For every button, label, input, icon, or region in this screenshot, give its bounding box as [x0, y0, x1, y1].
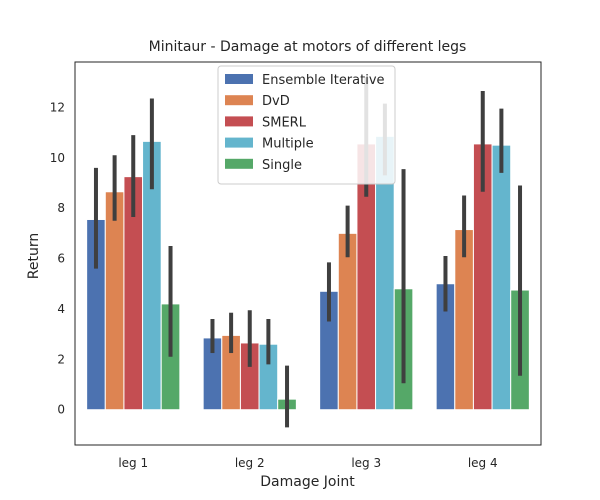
y-tick-label: 2 [57, 352, 65, 366]
bar-dvd-leg-3 [337, 232, 358, 411]
x-tick-label: leg 1 [118, 456, 148, 470]
y-tick-label: 10 [50, 151, 65, 165]
chart-title: Minitaur - Damage at motors of different… [149, 39, 467, 55]
legend-label-multiple: Multiple [262, 137, 314, 152]
legend-swatch-ensemble-iterative [225, 74, 253, 84]
legend-frame [217, 65, 396, 185]
bars-layer [86, 135, 530, 411]
legend: Ensemble Iterative DvD SMERL Multiple Single [217, 65, 396, 185]
x-tick-label: leg 2 [235, 456, 265, 470]
x-axis-label: Damage Joint [260, 474, 355, 490]
plot-area-frame [74, 61, 542, 446]
y-tick-label: 0 [57, 403, 65, 417]
legend-label-single: Single [262, 158, 302, 173]
legend-swatch-multiple [225, 137, 253, 148]
bar-multiple-leg-4 [491, 144, 512, 411]
y-tick-label: 6 [57, 252, 65, 266]
legend-label-smerl: SMERL [262, 115, 307, 130]
legend-swatch-single [225, 158, 253, 169]
legend-label-dvd: DvD [262, 94, 290, 109]
y-tick-label: 4 [57, 302, 65, 316]
y-tick-label: 8 [57, 201, 65, 215]
legend-swatch-dvd [225, 95, 253, 106]
x-tick-label: leg 3 [351, 456, 381, 470]
y-axis-label: Return [26, 233, 42, 279]
y-axis-ticks: 0 2 4 6 8 10 12 [50, 100, 65, 416]
y-tick-label: 12 [50, 100, 65, 114]
bar-dvd-leg-1 [104, 191, 125, 411]
x-axis-ticks: leg 1 leg 2 leg 3 leg 4 [118, 456, 497, 470]
x-tick-label: leg 4 [468, 456, 498, 470]
legend-label-ensemble-iterative: Ensemble Iterative [262, 73, 385, 88]
legend-swatch-smerl [225, 116, 253, 127]
